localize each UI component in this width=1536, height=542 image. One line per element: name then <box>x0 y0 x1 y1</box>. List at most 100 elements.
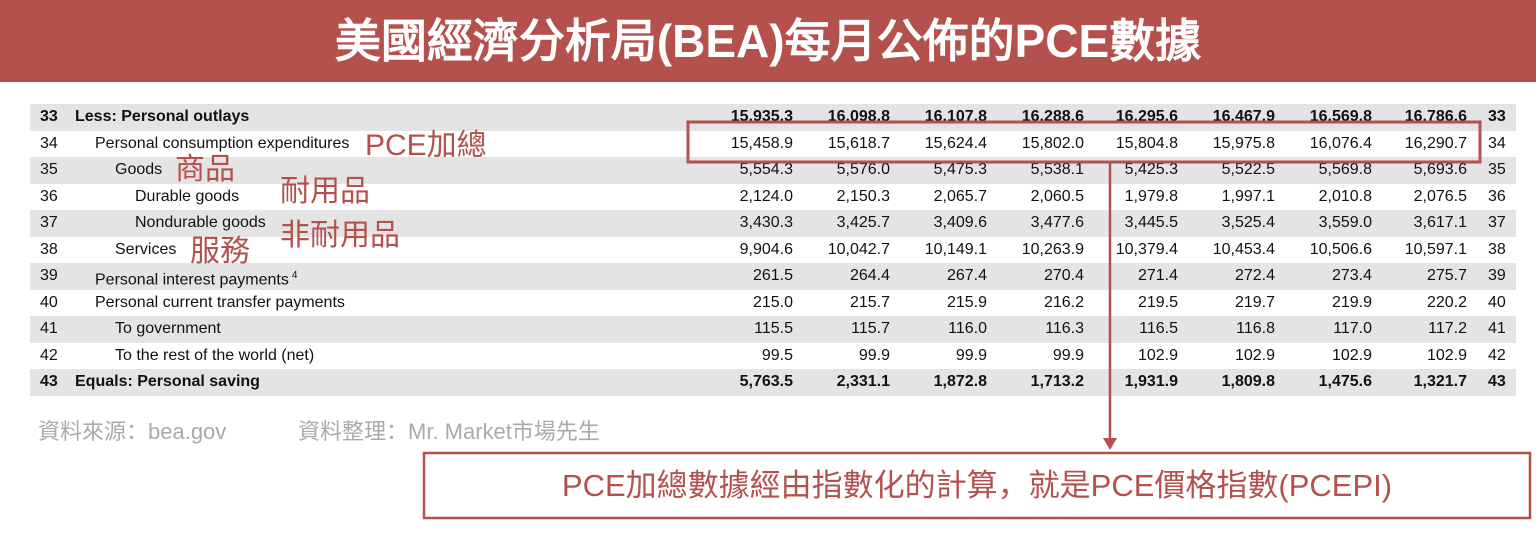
line-number: 42 <box>1488 346 1506 364</box>
cell-value: 16,076.4 <box>1309 134 1372 152</box>
label-text: Goods <box>115 161 163 178</box>
cell-value: 1,475.6 <box>1318 373 1372 390</box>
cell-value: 102.9 <box>1234 346 1275 364</box>
cell-value: 5,569.8 <box>1318 161 1372 178</box>
table-row: 36 Durable goods 2,124.0 2,150.3 2,065.7 2,06… <box>30 184 1516 211</box>
arrow-head <box>1103 438 1117 450</box>
conclusion-box <box>422 451 1532 520</box>
cell-value: 267.4 <box>946 267 987 284</box>
row-label: To government <box>115 316 221 343</box>
highlight-box <box>686 120 1482 164</box>
row-label: Goods <box>115 157 162 184</box>
line-number: 38 <box>40 240 58 258</box>
cell-value: 102.9 <box>1331 346 1372 364</box>
line-number: 39 <box>40 267 58 284</box>
table-row: 40 Personal current transfer payments 215.… <box>30 290 1516 317</box>
cell-value: 264.4 <box>849 267 890 284</box>
row-label: Personal interest payments 4 <box>95 263 297 294</box>
label-text: Personal current transfer payments <box>95 293 345 311</box>
cell-value: 261.5 <box>752 267 793 284</box>
cell-value: 3,477.6 <box>1030 214 1084 231</box>
cell-value: 3,430.3 <box>739 214 793 231</box>
cell-value: 15,802.0 <box>1021 134 1084 152</box>
table-row: 42 To the rest of the world (net) 99.5 99.9… <box>30 343 1516 370</box>
cell-value: 2,060.5 <box>1030 187 1084 205</box>
row-label: Services <box>115 237 176 264</box>
line-number: 35 <box>40 161 58 178</box>
label-text: To the rest of the world (net) <box>115 346 315 364</box>
line-number: 42 <box>40 346 58 364</box>
line-number: 41 <box>1488 320 1506 337</box>
cell-value: 16,290.7 <box>1404 134 1467 152</box>
cell-value: 3,425.7 <box>836 214 890 231</box>
cell-value: 1,713.2 <box>1030 373 1084 390</box>
annotation: 非耐用品 <box>280 219 400 252</box>
line-number: 40 <box>40 293 58 311</box>
table-row: 37 Nondurable goods 3,430.3 3,425.7 3,409.6 3… <box>30 210 1516 237</box>
annotation: 耐用品 <box>280 175 370 208</box>
row-label: To the rest of the world (net) <box>115 343 314 370</box>
cell-value: 3,559.0 <box>1318 214 1372 231</box>
cell-value: 116.0 <box>948 320 987 337</box>
row-label: Equals: Personal saving <box>75 369 260 396</box>
cell-value: 15,975.8 <box>1212 134 1275 152</box>
cell-value: 215.7 <box>849 293 890 311</box>
cell-value: 116.8 <box>1236 320 1275 337</box>
cell-value: 99.5 <box>761 346 793 364</box>
cell-value: 1,809.8 <box>1221 373 1275 390</box>
label-text: Services <box>115 240 177 258</box>
cell-value: 117.2 <box>1428 320 1467 337</box>
cell-value: 3,617.1 <box>1413 214 1467 231</box>
table-row: 39 Personal interest payments 4 261.5 264.4 2… <box>30 263 1516 290</box>
cell-value: 10,379.4 <box>1115 240 1178 258</box>
line-number: 36 <box>40 187 58 205</box>
cell-value: 2,331.1 <box>836 373 890 390</box>
cell-value: 2,076.5 <box>1413 187 1467 205</box>
cell-value: 215.0 <box>752 293 793 311</box>
conclusion: PCE加總數據經由指數化的計算，就是PCE價格指數(PCEPI) <box>561 468 1393 503</box>
cell-value: 102.9 <box>1137 346 1178 364</box>
label-text: Nondurable goods <box>135 214 266 231</box>
compiled-by: 資料整理：Mr. Market市場先生 <box>298 419 600 444</box>
line-number: 43 <box>1488 373 1506 390</box>
row-label: Durable goods <box>135 184 239 211</box>
cell-value: 1,997.1 <box>1221 187 1275 205</box>
cell-value: 2,150.3 <box>836 187 890 205</box>
cell-value: 216.2 <box>1043 293 1084 311</box>
source: 資料來源：bea.gov <box>38 419 227 444</box>
cell-value: 10,453.4 <box>1212 240 1275 258</box>
cell-value: 3,445.5 <box>1124 214 1178 231</box>
cell-value: 116.5 <box>1139 320 1178 337</box>
cell-value: 15,804.8 <box>1115 134 1178 152</box>
line-number: 37 <box>1488 214 1506 231</box>
cell-value: 219.9 <box>1331 293 1372 311</box>
cell-value: 1,321.7 <box>1413 373 1467 390</box>
cell-value: 15,624.4 <box>924 134 987 152</box>
cell-value: 5,763.5 <box>739 373 793 390</box>
row-label: Personal consumption expenditures <box>95 131 349 158</box>
footnote-mark: 4 <box>291 270 298 281</box>
label-text: Less: Personal outlays <box>75 108 250 125</box>
cell-value: 219.5 <box>1137 293 1178 311</box>
cell-value: 10,506.6 <box>1309 240 1372 258</box>
table-row: 43 Equals: Personal saving 5,763.5 2,331.1 1… <box>30 369 1516 396</box>
cell-value: 10,042.7 <box>827 240 890 258</box>
line-number: 43 <box>40 373 58 390</box>
row-label: Nondurable goods <box>135 210 266 237</box>
cell-value: 15,458.9 <box>730 134 793 152</box>
cell-value: 99.9 <box>955 346 987 364</box>
cell-value: 3,409.6 <box>933 214 987 231</box>
cell-value: 2,065.7 <box>933 187 987 205</box>
cell-value: 115.5 <box>754 320 793 337</box>
line-number: 40 <box>1488 293 1506 311</box>
label-text: Personal consumption expenditures <box>95 134 350 152</box>
cell-value: 2,124.0 <box>739 187 793 205</box>
cell-value: 115.7 <box>851 320 890 337</box>
cell-value: 272.4 <box>1234 267 1275 284</box>
cell-value: 117.0 <box>1333 320 1372 337</box>
cell-value: 5,475.3 <box>933 161 987 178</box>
cell-value: 5,538.1 <box>1030 161 1084 178</box>
cell-value: 1,979.8 <box>1124 187 1178 205</box>
cell-value: 1,872.8 <box>933 373 987 390</box>
